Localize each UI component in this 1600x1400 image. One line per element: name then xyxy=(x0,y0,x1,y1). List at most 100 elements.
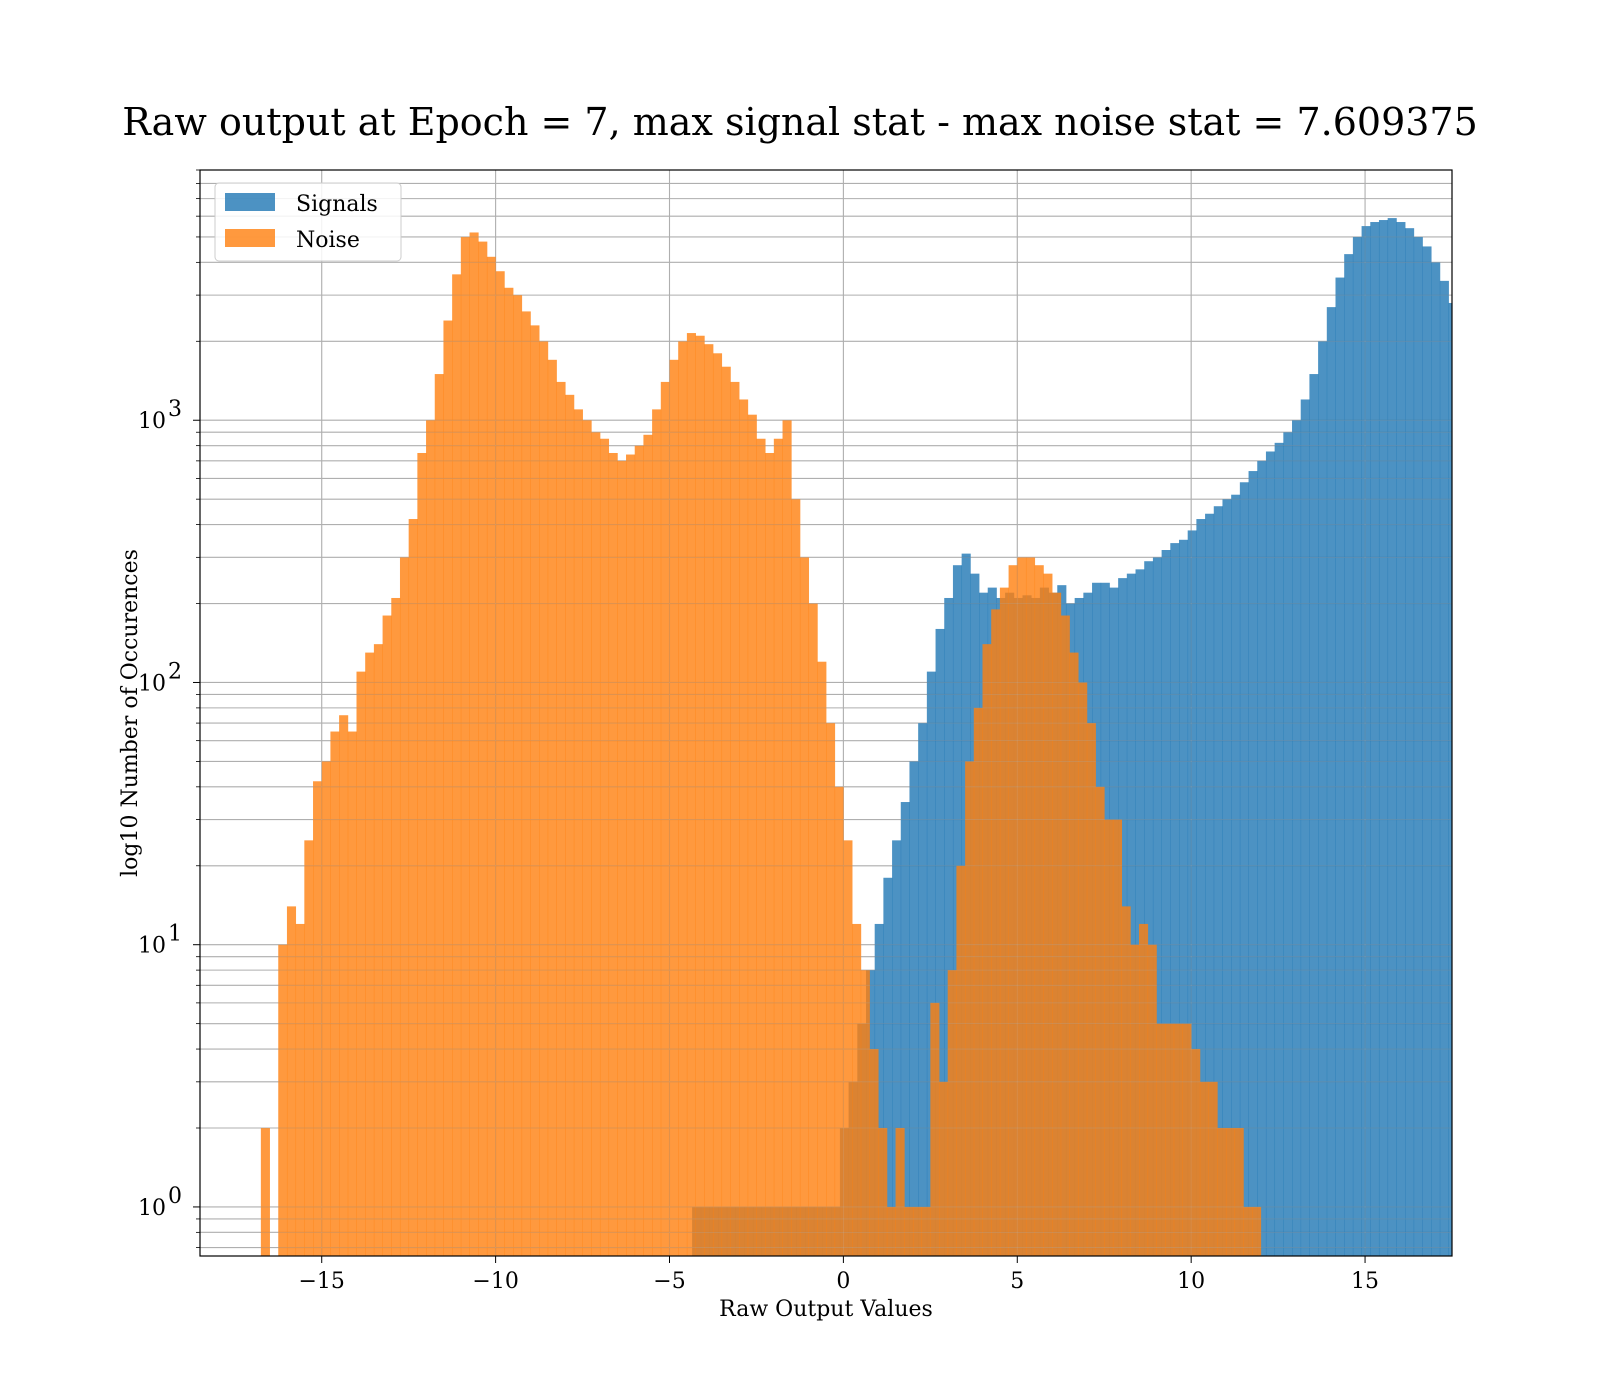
bar-noise xyxy=(669,359,679,1256)
bar-noise xyxy=(1156,1023,1166,1256)
bar-noise xyxy=(791,499,801,1256)
x-tick-label: 15 xyxy=(1351,1269,1379,1294)
bar-signals xyxy=(944,597,954,1256)
bar-signals xyxy=(1213,506,1223,1256)
grid-overlay xyxy=(200,169,1452,1256)
bar-noise xyxy=(912,1206,923,1256)
y-tick-exponent: 3 xyxy=(168,397,182,422)
plot-frame xyxy=(199,169,1453,1257)
bar-noise xyxy=(826,723,836,1256)
chart-title: Raw output at Epoch = 7, max signal stat… xyxy=(122,100,1478,144)
bar-signals xyxy=(1501,478,1510,1261)
bar-signals xyxy=(1527,708,1536,1261)
bar-noise xyxy=(739,399,749,1256)
bar-noise xyxy=(478,241,488,1256)
bar-noise xyxy=(1095,786,1105,1256)
bar-noise xyxy=(756,438,766,1256)
bar-noise xyxy=(1112,819,1123,1256)
bar-signals xyxy=(1135,569,1145,1256)
bar-signals xyxy=(1387,218,1397,1256)
bar-noise xyxy=(565,394,575,1256)
bar-noise xyxy=(582,420,592,1256)
bar-noise xyxy=(1043,573,1053,1256)
bar-noise xyxy=(712,353,723,1256)
y-tick-label: 10 xyxy=(138,671,166,696)
bar-noise xyxy=(930,1002,940,1256)
bar-noise xyxy=(678,341,688,1256)
bar-noise xyxy=(695,335,705,1256)
bar-signals xyxy=(926,671,936,1256)
bar-signals xyxy=(1170,543,1180,1256)
bar-signals xyxy=(1283,432,1293,1256)
bar-signals xyxy=(1396,222,1406,1256)
bar-signals xyxy=(935,628,945,1256)
bar-noise xyxy=(869,1049,879,1256)
bar-noise xyxy=(765,452,775,1256)
bar-noise xyxy=(730,381,740,1256)
bar-noise xyxy=(1130,944,1140,1256)
x-tick-label: 5 xyxy=(1010,1269,1024,1294)
y-tick-exponent: 0 xyxy=(168,1184,182,1209)
y-tick-label: 10 xyxy=(138,934,166,959)
bar-signals xyxy=(1239,482,1249,1256)
bar-signals xyxy=(900,802,910,1256)
bar-signals xyxy=(1318,341,1328,1256)
bar-noise xyxy=(747,414,757,1256)
y-tick-label: 10 xyxy=(138,1196,166,1221)
x-tick-label: 10 xyxy=(1177,1269,1205,1294)
bar-noise xyxy=(1199,1081,1209,1256)
bar-noise xyxy=(860,970,870,1256)
bar-signals xyxy=(1352,236,1362,1256)
bar-signals xyxy=(1431,262,1441,1256)
bar-signals xyxy=(1475,367,1484,1261)
bar-noise xyxy=(982,644,992,1256)
bar-noise xyxy=(1008,565,1018,1256)
y-tick-label: 10 xyxy=(138,409,166,434)
bar-noise xyxy=(547,359,557,1256)
bar-noise xyxy=(278,944,288,1256)
bar-noise xyxy=(339,715,349,1256)
bar-signals xyxy=(1483,399,1492,1261)
bar-noise xyxy=(286,906,297,1256)
bar-signals xyxy=(1466,341,1475,1261)
bar-noise xyxy=(1191,1049,1201,1256)
bar-signals xyxy=(909,761,919,1256)
bar-noise xyxy=(947,970,957,1256)
bar-noise xyxy=(773,438,783,1256)
bar-noise xyxy=(1173,1023,1183,1256)
bar-noise xyxy=(399,557,410,1256)
bar-signals xyxy=(1405,228,1415,1256)
bar-noise xyxy=(521,311,531,1256)
bar-noise xyxy=(1060,615,1070,1256)
bar-signals xyxy=(1439,280,1449,1256)
bar-signals xyxy=(1205,513,1215,1256)
bar-signals xyxy=(1152,557,1163,1256)
y-tick-exponent: 1 xyxy=(168,922,182,947)
bar-noise xyxy=(260,1127,270,1256)
legend-swatch-signals xyxy=(225,193,275,211)
bar-noise xyxy=(460,236,470,1256)
bar-noise xyxy=(382,615,392,1256)
bar-signals xyxy=(1378,220,1389,1256)
legend: Signals Noise xyxy=(214,182,402,262)
bar-signals xyxy=(1361,226,1371,1256)
bar-signals xyxy=(1265,451,1276,1256)
bar-signals xyxy=(1126,573,1136,1256)
bar-signals xyxy=(1161,550,1171,1256)
bar-noise xyxy=(652,409,662,1256)
bar-signals xyxy=(1144,561,1154,1256)
legend-swatch-noise xyxy=(225,229,275,247)
bar-noise xyxy=(1165,1023,1175,1256)
legend-label-noise: Noise xyxy=(296,228,360,253)
bar-signals xyxy=(1248,471,1258,1256)
x-tick-label: −15 xyxy=(299,1269,345,1294)
bar-noise xyxy=(591,432,601,1256)
bar-noise xyxy=(365,652,375,1256)
bar-signals xyxy=(1309,374,1319,1256)
bar-signals xyxy=(1544,924,1553,1261)
bar-signals xyxy=(1274,442,1284,1256)
bar-noise xyxy=(799,557,810,1256)
bar-noise xyxy=(634,445,644,1256)
bar-noise xyxy=(643,434,653,1256)
bar-signals xyxy=(1535,827,1544,1261)
